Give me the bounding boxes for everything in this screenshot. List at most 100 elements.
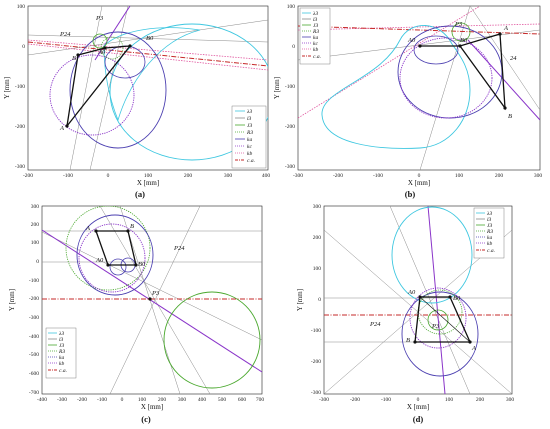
y-tick: 200 <box>31 222 40 228</box>
y-tick: -200 <box>311 359 321 365</box>
x-tick: 200 <box>158 397 167 403</box>
green-dotted-circle <box>65 206 151 291</box>
legend-item: J3 <box>487 223 492 229</box>
x-tick: -200 <box>350 397 360 403</box>
legend-d: λ3 l3 J3 R3 ka kb c.a. <box>473 207 505 259</box>
x-tick: -200 <box>77 397 87 403</box>
green-circle <box>451 22 471 42</box>
x-tick: -100 <box>63 173 73 179</box>
label-A0: A0 <box>407 289 416 296</box>
ca-line <box>28 41 268 67</box>
label-A0: A0 <box>97 49 106 56</box>
x-tick: 700 <box>256 397 265 403</box>
x-tick: 400 <box>262 173 271 179</box>
y-tick: 0 <box>318 297 321 303</box>
purple-curve <box>78 223 146 293</box>
x-axis-label: X [mm] <box>408 179 430 187</box>
legend-item: kc <box>247 144 252 150</box>
x-tick: -200 <box>23 173 33 179</box>
joint-B <box>76 53 80 57</box>
green-circle <box>427 309 449 331</box>
legend-item: ka <box>487 235 492 241</box>
purple-curve <box>399 37 493 119</box>
legend-item: c.a. <box>313 54 321 60</box>
legend-item: kc <box>313 41 318 47</box>
ref-line <box>69 6 103 170</box>
label-A: A <box>471 345 476 352</box>
legend-item: c.a. <box>247 158 255 164</box>
purple-curve <box>49 54 135 136</box>
caption-c: (c) <box>141 414 151 424</box>
kc-line <box>28 43 268 71</box>
ref-line <box>469 6 540 111</box>
legend-item: l3 <box>247 116 252 122</box>
y-tick: 0 <box>22 44 25 50</box>
y-tick: 100 <box>313 266 322 272</box>
ref-line <box>28 19 268 56</box>
green-circle <box>163 291 261 389</box>
y-axis-label: Y [mm] <box>8 289 16 311</box>
legend-c: λ3 l3 J3 R3 ka kb c.a. <box>45 327 77 379</box>
x-tick: 300 <box>534 173 543 179</box>
blue-small <box>109 258 127 276</box>
y-tick: -200 <box>29 296 39 302</box>
joint-B0 <box>128 44 132 48</box>
joint-A0 <box>103 46 107 50</box>
x-tick: -300 <box>57 397 67 403</box>
label-B0: B0 <box>146 35 154 42</box>
legend-item: ka <box>247 137 252 143</box>
legend-item: λ3 <box>58 331 64 337</box>
label-24: 24 <box>510 55 517 62</box>
purple-curve <box>409 287 467 349</box>
x-tick: -100 <box>381 397 391 403</box>
joint-A <box>468 340 472 344</box>
legend-item: λ3 <box>246 109 252 115</box>
legend-item: R3 <box>486 229 493 235</box>
x-tick: -100 <box>373 173 383 179</box>
label-B0: B0 <box>460 37 468 44</box>
y-tick: -300 <box>285 164 295 170</box>
y-tick: 0 <box>292 44 295 50</box>
legend-item: kb <box>247 151 252 157</box>
label-P3: P3 <box>151 290 160 297</box>
joint-A <box>498 32 502 36</box>
x-tick: 600 <box>238 397 247 403</box>
x-axis-label: X [mm] <box>137 179 159 187</box>
label-A: A <box>59 125 64 132</box>
x-tick: 0 <box>107 173 110 179</box>
legend-item: ka <box>313 35 318 41</box>
y-tick: -700 <box>29 390 39 396</box>
x-tick: 300 <box>178 397 187 403</box>
joint-B0 <box>448 295 452 299</box>
y-tick: 100 <box>17 4 26 10</box>
joint-A0 <box>106 263 110 267</box>
caption-d: (d) <box>413 414 424 424</box>
x-tick: 100 <box>455 173 464 179</box>
y-tick: 100 <box>31 240 40 246</box>
x-tick: 0 <box>121 397 124 403</box>
y-tick: 300 <box>31 204 40 210</box>
y-tick: -100 <box>285 84 295 90</box>
label-P3: P3 <box>454 21 463 28</box>
blue-curve <box>76 214 154 296</box>
legend-item: ka <box>59 355 64 361</box>
ref-line <box>109 206 201 394</box>
cyan-curve <box>391 206 473 304</box>
legend-item: c.a. <box>59 368 67 374</box>
x-axis-label: X [mm] <box>141 403 163 411</box>
panel-b: P3 A0 B0 A B 24 λ3 l3 J3 R3 ka kc kb c.a… <box>273 4 542 199</box>
label-A0: A0 <box>95 257 104 264</box>
joint-B <box>413 340 417 344</box>
y-tick: -100 <box>311 328 321 334</box>
panel-d: A0 B0 P3 B A P24 λ3 l3 J3 R3 ka kb c.a. … <box>296 204 514 424</box>
x-tick: 200 <box>184 173 193 179</box>
label-P24: P24 <box>59 31 71 38</box>
legend-item: l3 <box>487 217 492 223</box>
x-tick: 300 <box>224 173 233 179</box>
x-tick: 200 <box>476 397 485 403</box>
cyan-curve <box>109 23 268 161</box>
green-dotted-circle <box>100 36 124 60</box>
x-tick: -100 <box>97 397 107 403</box>
x-tick: -300 <box>319 397 329 403</box>
ref-line <box>89 6 129 170</box>
